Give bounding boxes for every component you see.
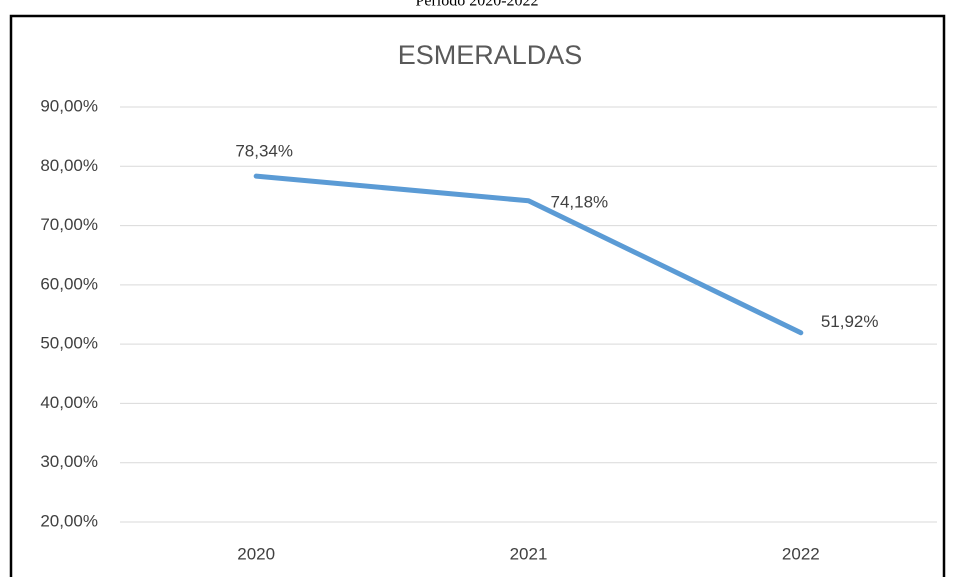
y-tick-label: 70,00% bbox=[40, 215, 98, 234]
x-tick-label: 2021 bbox=[510, 544, 548, 563]
y-tick-label: 20,00% bbox=[40, 511, 98, 530]
data-line bbox=[253, 173, 804, 336]
y-tick-label: 40,00% bbox=[40, 393, 98, 412]
data-label: 78,34% bbox=[235, 142, 293, 161]
y-tick-label: 30,00% bbox=[40, 452, 98, 471]
data-label: 51,92% bbox=[821, 312, 879, 331]
y-tick-label: 80,00% bbox=[40, 156, 98, 175]
y-tick-label: 50,00% bbox=[40, 334, 98, 353]
chart-subtitle: Período 2020-2022 bbox=[415, 0, 538, 10]
chart-title: ESMERALDAS bbox=[398, 40, 583, 70]
y-tick-label: 60,00% bbox=[40, 274, 98, 293]
data-label: 74,18% bbox=[551, 192, 609, 211]
x-tick-label: 2022 bbox=[782, 544, 820, 563]
chart-border bbox=[9, 14, 946, 577]
x-tick-label: 2020 bbox=[237, 544, 275, 563]
y-tick-label: 90,00% bbox=[40, 96, 98, 115]
